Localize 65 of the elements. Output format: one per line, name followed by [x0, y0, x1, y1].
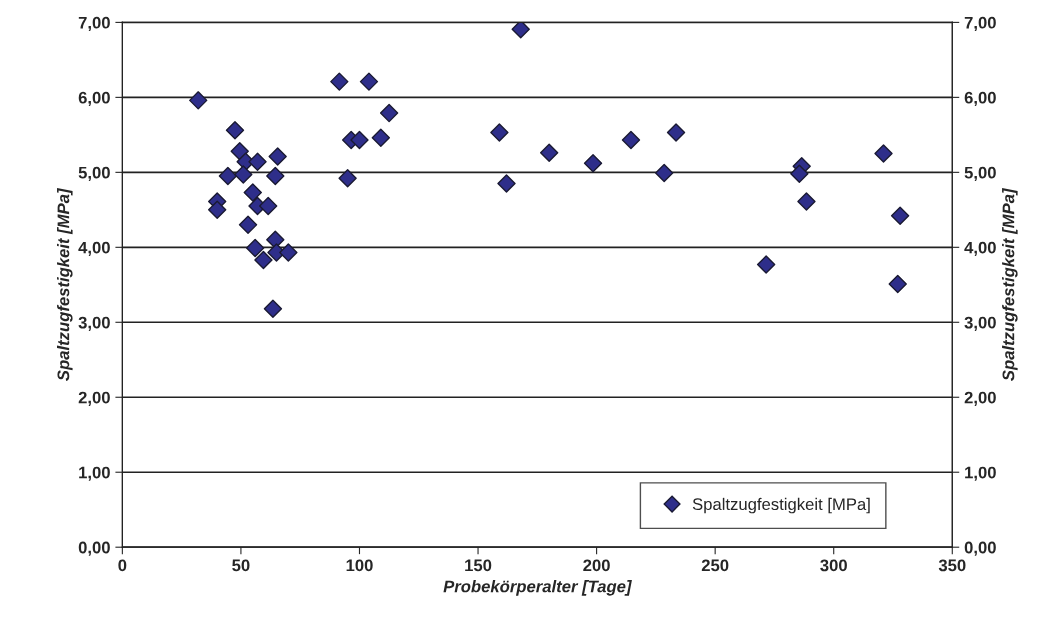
point [263, 299, 283, 318]
point [208, 200, 227, 220]
y2-tick-label: 3,00 [964, 316, 996, 331]
y2-tick-label: 7,00 [964, 16, 996, 32]
y-tick-label: 6,00 [78, 91, 110, 106]
y-tick-label: 2,00 [78, 391, 110, 406]
point [621, 130, 641, 150]
point [258, 196, 278, 216]
y2-tick-label: 5,00 [964, 166, 996, 181]
point [254, 250, 273, 270]
y-tick-label: 3,00 [78, 316, 110, 331]
point [539, 143, 559, 163]
legend-label: Spaltzugfestigkeit [MPa] [692, 497, 870, 514]
y-axis-title: Spaltzugfestigkeit [MPa] [57, 188, 73, 381]
point [359, 72, 379, 91]
y-tick-label: 4,00 [78, 241, 110, 256]
x-tick-label: 0 [118, 559, 127, 572]
y2-tick-label: 1,00 [965, 466, 996, 481]
point [511, 22, 530, 39]
x-tick-label: 350 [938, 559, 966, 572]
point [890, 206, 910, 226]
point [874, 144, 893, 163]
point [790, 164, 809, 184]
y-tick-label: 0,00 [78, 541, 110, 556]
point [490, 123, 509, 142]
point [797, 192, 816, 211]
point [583, 154, 603, 173]
point [189, 91, 208, 110]
point [268, 147, 287, 166]
x-axis-title: Probekörperalter [Tage] [443, 580, 632, 596]
y-tick-label: 7,00 [78, 16, 110, 32]
x-tick-label: 200 [583, 559, 610, 572]
point [379, 103, 399, 123]
point [266, 230, 285, 250]
point [243, 183, 262, 202]
point [338, 169, 357, 188]
y2-axis-title: Spaltzugfestigkeit [MPa] [1002, 188, 1018, 381]
x-tick-label: 100 [346, 559, 373, 572]
y2-tick-label: 0,00 [964, 541, 996, 556]
x-tick-label: 150 [465, 559, 492, 572]
point [888, 274, 907, 294]
point [230, 142, 249, 161]
x-tick-label: 300 [820, 559, 847, 572]
point [245, 238, 265, 258]
point [218, 166, 238, 186]
point [234, 165, 253, 184]
point [279, 243, 298, 262]
x-tick-label: 250 [701, 559, 729, 572]
point [330, 72, 349, 91]
y-tick-label: 1,00 [79, 466, 110, 481]
point [371, 128, 391, 148]
x-tick-label: 50 [232, 559, 250, 572]
y-tick-label: 5,00 [78, 166, 110, 181]
point [666, 123, 686, 142]
point [756, 255, 776, 274]
point [497, 174, 516, 193]
y2-tick-label: 4,00 [964, 241, 996, 256]
point [654, 163, 674, 183]
point [266, 166, 285, 186]
point [248, 152, 267, 172]
point [350, 130, 369, 150]
point [238, 215, 258, 235]
point [225, 121, 245, 140]
y2-tick-label: 6,00 [964, 91, 996, 106]
y2-tick-label: 2,00 [964, 391, 996, 406]
